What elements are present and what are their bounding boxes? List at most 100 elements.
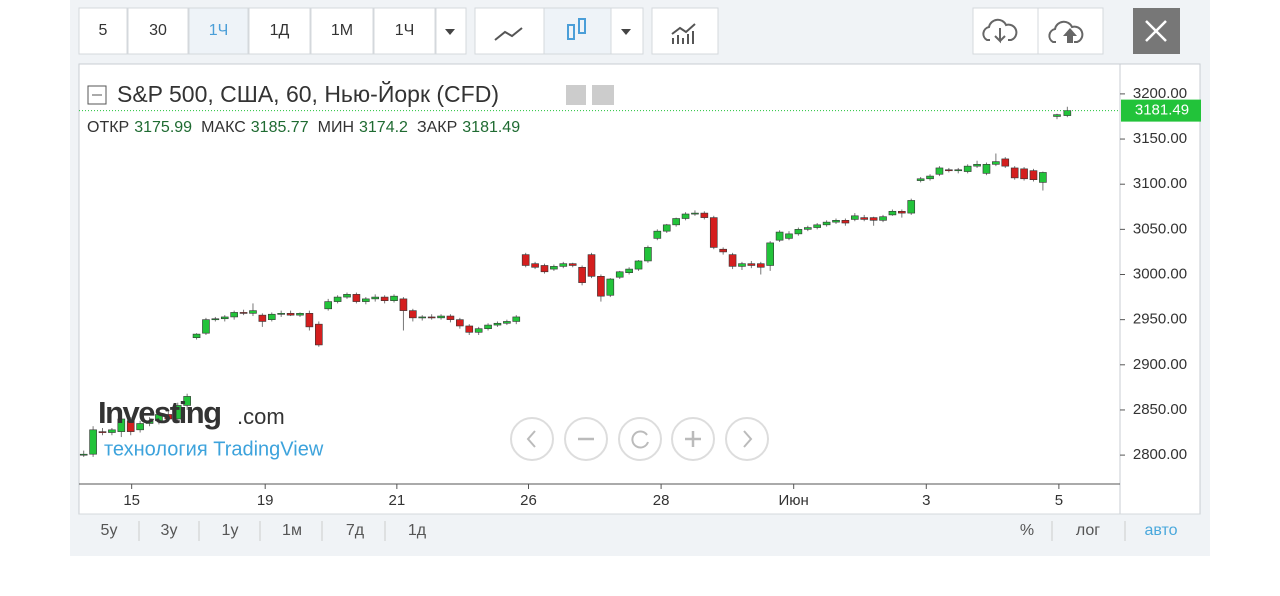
- x-tick-label: 26: [520, 492, 537, 509]
- candle-body: [362, 298, 370, 302]
- scale-option[interactable]: %: [1020, 522, 1034, 539]
- scale-option[interactable]: лог: [1076, 522, 1100, 539]
- y-tick-label: 2800.00: [1133, 446, 1187, 463]
- candle-body: [756, 263, 765, 268]
- interval-button[interactable]: [248, 7, 311, 55]
- candle-body: [79, 453, 88, 456]
- x-tick-label: 3: [922, 492, 930, 509]
- candle-body: [521, 254, 530, 266]
- range-button[interactable]: 7д: [346, 522, 365, 539]
- x-tick-label: 15: [123, 492, 140, 509]
- candle-body: [531, 263, 539, 268]
- y-tick-label: 2900.00: [1133, 356, 1187, 373]
- candle-body: [277, 313, 285, 315]
- candle-body: [296, 313, 304, 316]
- line-chart-button[interactable]: [474, 7, 545, 55]
- candle-body: [399, 298, 408, 311]
- scale-option[interactable]: авто: [1144, 522, 1177, 539]
- range-button[interactable]: 5у: [101, 522, 118, 539]
- y-tick-label: 3050.00: [1133, 220, 1187, 237]
- y-tick-label: 2950.00: [1133, 311, 1187, 328]
- candle-body: [145, 420, 154, 424]
- candle-body: [681, 213, 690, 219]
- interval-button[interactable]: [188, 7, 249, 55]
- visibility-icon[interactable]: [566, 85, 586, 105]
- range-button[interactable]: 1у: [222, 522, 239, 539]
- candle-body: [117, 418, 126, 432]
- icon: [621, 29, 631, 35]
- candle-body: [305, 313, 314, 328]
- candle-body: [625, 268, 633, 273]
- interval-button[interactable]: [78, 7, 128, 55]
- ohlc-label: МИН: [318, 119, 354, 136]
- candle-body: [888, 210, 897, 216]
- logo: Investing: [98, 395, 221, 430]
- candle-chart-button[interactable]: [543, 7, 612, 55]
- range-button[interactable]: 3у: [161, 522, 178, 539]
- ohlc-label: МАКС: [201, 119, 246, 136]
- candle-body: [465, 325, 474, 333]
- collapse-icon[interactable]: [87, 85, 107, 105]
- ohlc-value: 3175.99: [134, 119, 192, 136]
- candle-body: [474, 328, 483, 333]
- candle-body: [954, 169, 963, 172]
- candle-body: [869, 217, 878, 221]
- load-button[interactable]: [972, 7, 1039, 55]
- range-button[interactable]: 1м: [282, 522, 302, 539]
- candle-body: [785, 233, 793, 239]
- candle-body: [183, 396, 191, 406]
- interval-label: 30: [149, 22, 167, 39]
- scroll-left[interactable]: [510, 417, 554, 461]
- candle-body: [446, 315, 455, 320]
- candle-body: [427, 316, 436, 319]
- reset[interactable]: [618, 417, 662, 461]
- navigation: [510, 417, 769, 461]
- candle-body: [418, 316, 427, 319]
- candle-body: [324, 301, 333, 310]
- settings-icon[interactable]: [592, 85, 614, 105]
- candle-body: [775, 231, 784, 241]
- candle-body: [1029, 170, 1038, 180]
- x-tick-label: 28: [653, 492, 670, 509]
- candle-body: [1010, 167, 1019, 179]
- interval-label: 1Ч: [395, 22, 415, 39]
- icon: [685, 431, 701, 447]
- interval-button[interactable]: [373, 7, 436, 55]
- range-button[interactable]: 1д: [408, 522, 427, 539]
- icon: [982, 18, 1018, 44]
- x-tick-label: 21: [389, 492, 406, 509]
- icon: [1145, 20, 1167, 42]
- y-tick-label: 3100.00: [1133, 175, 1187, 192]
- candle-body: [587, 254, 596, 277]
- candle-body: [333, 296, 342, 302]
- candle-body: [456, 319, 464, 327]
- candle-body: [728, 254, 737, 267]
- candle-body: [662, 224, 671, 232]
- interval-button[interactable]: [310, 7, 374, 55]
- candle-body: [634, 260, 643, 270]
- x-tick-label: 5: [1055, 492, 1063, 509]
- candle-body: [286, 313, 295, 316]
- candle-body: [484, 324, 492, 329]
- icon: [526, 430, 536, 448]
- candle-body: [832, 220, 840, 223]
- candle-body: [267, 313, 276, 320]
- scroll-right[interactable]: [725, 417, 769, 461]
- candle-body: [813, 224, 821, 228]
- candle-body: [719, 248, 727, 253]
- interval-label: 5: [99, 22, 108, 39]
- candle-body: [249, 310, 257, 314]
- candle-body: [493, 322, 502, 326]
- candle-body: [822, 221, 831, 226]
- interval-button[interactable]: [127, 7, 189, 55]
- candle-body: [907, 200, 916, 214]
- candle-body: [380, 296, 389, 301]
- logo-suffix: .com: [237, 404, 285, 429]
- candle-body: [512, 316, 521, 322]
- candle-body: [860, 217, 869, 220]
- chart-title: S&P 500, США, 60, Нью-Йорк (CFD): [117, 80, 499, 107]
- candle-body: [747, 263, 756, 266]
- candle-body: [973, 164, 981, 167]
- y-tick-label: 3200.00: [1133, 85, 1187, 102]
